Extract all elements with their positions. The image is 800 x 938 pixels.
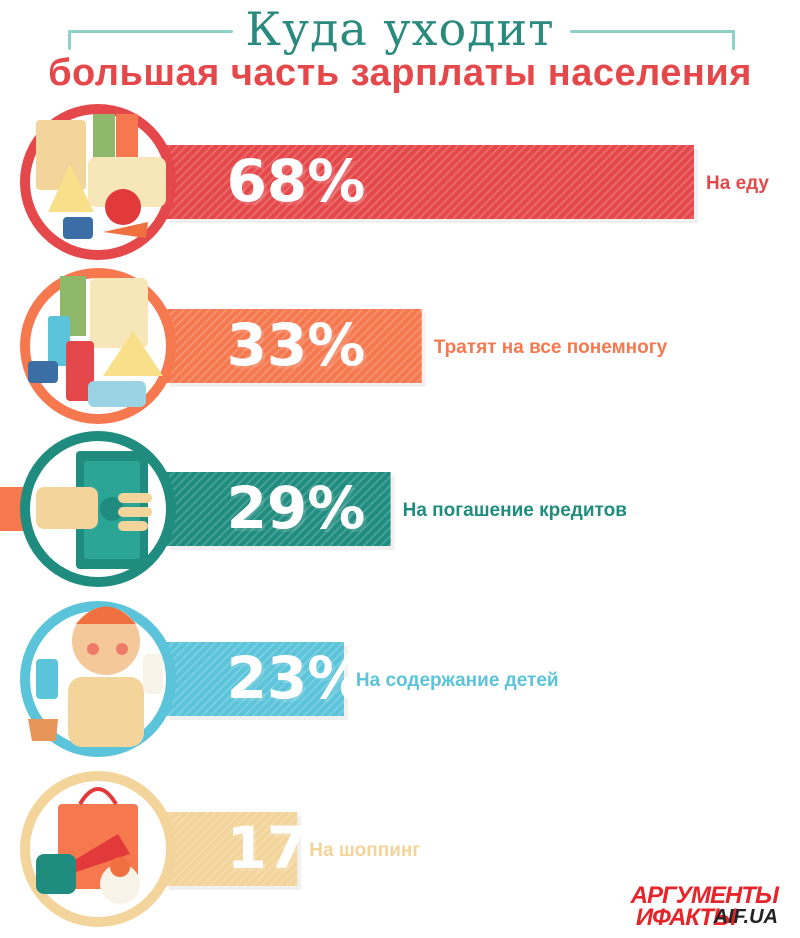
publisher-logo: АРГУМЕНТЫ ИФАКТЫ AIF.UA: [608, 882, 788, 931]
baby-icon: [28, 606, 163, 747]
category-label: На погашение кредитов: [403, 500, 627, 521]
value-label: 17%: [227, 814, 366, 882]
value-label-shadow: 29%: [230, 477, 369, 545]
page-subtitle: большая часть зарплаты населения: [48, 52, 752, 94]
groceries-icon: [28, 276, 163, 407]
header: Куда уходит большая часть зарплаты насел…: [0, 0, 800, 110]
category-label: Тратят на все понемногу: [434, 337, 668, 358]
logo-line-1: АРГУМЕНТЫ: [630, 882, 779, 909]
cash-in-hand-icon: [36, 451, 152, 569]
value-label-shadow: 33%: [230, 314, 369, 382]
page-title: Куда уходит: [245, 2, 555, 56]
value-label-shadow: 68%: [230, 150, 369, 218]
category-label: На еду: [706, 173, 769, 194]
title-decoration-right: [570, 30, 735, 33]
logo-line-2: ИФАКТЫ: [635, 904, 737, 931]
category-label: На содержание детей: [356, 670, 559, 691]
value-label: 23%: [227, 644, 366, 712]
category-label: На шоппинг: [309, 840, 420, 861]
bar: [165, 145, 694, 219]
bar-row: 33%33% Тратят на все понемногу: [20, 268, 668, 424]
title-decoration-left-tick: [68, 30, 71, 50]
value-label: 29%: [227, 474, 366, 542]
bar-row: 29%29% На погашение кредитов: [20, 431, 627, 587]
bar-row: 68%68% На еду: [20, 104, 769, 260]
shopping-bag-icon: [36, 787, 140, 904]
logo-line-3: AIF.UA: [713, 906, 778, 928]
bar: [165, 472, 391, 546]
bar: [165, 309, 422, 383]
bar: [165, 642, 344, 716]
bar: [165, 812, 298, 886]
value-label: 68%: [227, 147, 366, 215]
food-icon: [36, 114, 166, 239]
title-decoration-right-tick: [732, 30, 735, 50]
value-label-shadow: 17%: [230, 817, 369, 885]
bar-row: 17%17%На шоппинг: [20, 771, 420, 927]
value-label: 33%: [227, 311, 366, 379]
title-decoration-left: [68, 30, 233, 33]
value-label-shadow: 23%: [230, 647, 369, 715]
bar-row: 23%23%На содержание детей: [20, 601, 559, 757]
